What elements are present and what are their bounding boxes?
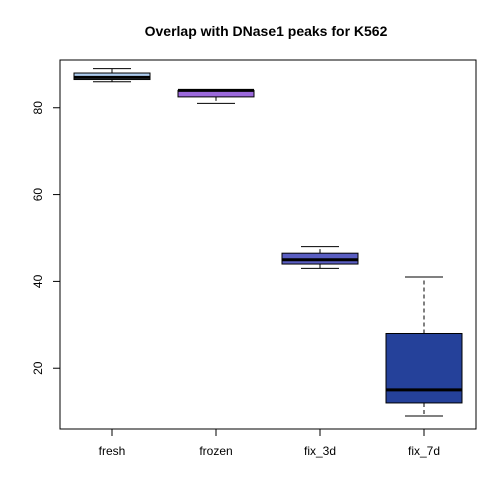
box-fix_7d [385,276,463,417]
box-body-fix_7d [385,332,463,404]
y-tick-label-20: 20 [31,361,45,375]
y-tick-label-80: 80 [31,101,45,115]
box-frozen [177,88,255,104]
y-tick-label-40: 40 [31,274,45,288]
box-fresh [73,68,151,83]
box-fix_3d [281,246,359,269]
x-tick-label-fix_7d: fix_7d [408,444,440,458]
chart-title: Overlap with DNase1 peaks for K562 [145,23,388,39]
boxes [73,68,463,417]
x-tick-label-fresh: fresh [99,444,126,458]
y-tick-label-60: 60 [31,188,45,202]
x-tick-label-frozen: frozen [199,444,232,458]
y-axis: 20 40 60 80 [31,101,60,375]
plot-frame [59,59,477,430]
x-tick-label-fix_3d: fix_3d [304,444,336,458]
x-axis: fresh frozen fix_3d fix_7d [99,429,440,458]
